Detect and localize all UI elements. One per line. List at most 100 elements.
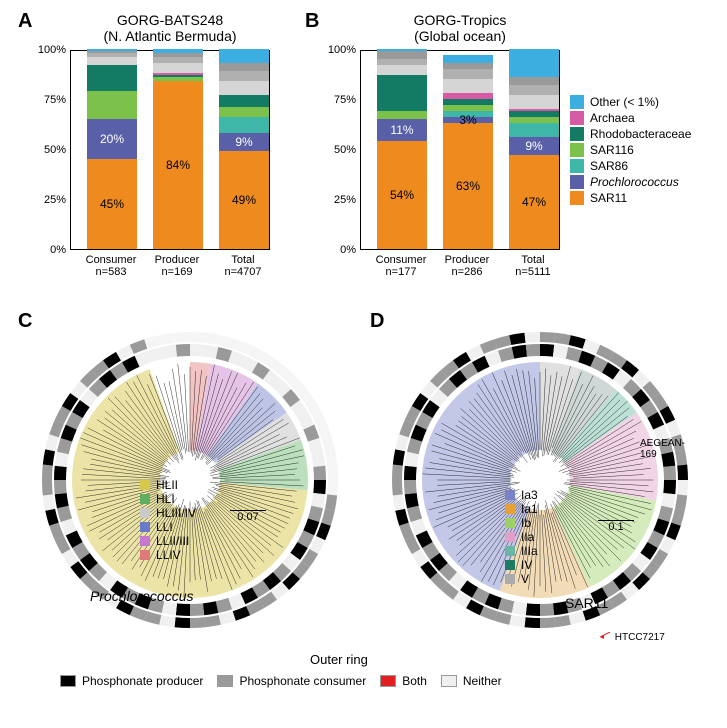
bar-seg bbox=[509, 85, 559, 95]
outer-ring-title: Outer ring bbox=[310, 652, 368, 667]
bar-total: 47% 9% bbox=[509, 49, 559, 249]
bar-seg bbox=[377, 49, 427, 51]
panel-a-label: A bbox=[18, 10, 32, 33]
bar-sar11-pct: 84% bbox=[153, 158, 203, 172]
htcc-label: HTCC7217 bbox=[600, 632, 665, 643]
bar-sar11-pct: 63% bbox=[443, 179, 493, 193]
tree-d: Ia3Ia1IbIIaIIIaIVV 0.1 SAR11 AEGEAN-169 … bbox=[380, 320, 700, 640]
panel-b-title2: (Global ocean) bbox=[355, 28, 565, 44]
bar-seg bbox=[377, 111, 427, 119]
bar-seg bbox=[153, 49, 203, 53]
clade-item: V bbox=[505, 572, 538, 586]
legend-item: Archaea bbox=[570, 111, 691, 125]
outer-legend-item: Neither bbox=[441, 674, 502, 688]
bar-seg bbox=[509, 49, 559, 77]
legend-item: Prochlorococcus bbox=[570, 175, 691, 189]
chart-b: 54% 11% 63% 3% 47% 9% bbox=[360, 50, 560, 250]
figure-root: A GORG-BATS248 (N. Atlantic Bermuda) 45%… bbox=[10, 10, 717, 718]
bar-seg bbox=[443, 69, 493, 79]
bar-seg bbox=[219, 49, 269, 63]
bar-pro-pct: 3% bbox=[443, 113, 493, 127]
htcc-text: HTCC7217 bbox=[615, 632, 665, 643]
bar-seg bbox=[443, 105, 493, 111]
bar-total: 49%9% bbox=[219, 49, 269, 249]
y-tick: 100% bbox=[320, 44, 356, 56]
bar-seg bbox=[153, 57, 203, 63]
bar-seg bbox=[87, 51, 137, 53]
legend-item: Other (< 1%) bbox=[570, 95, 691, 109]
clade-item: LLII/III bbox=[140, 534, 196, 548]
panel-a-title1: GORG-BATS248 bbox=[65, 12, 275, 28]
bar-seg bbox=[153, 53, 203, 57]
bar-seg bbox=[509, 123, 559, 137]
bar-consumer: 54% 11% bbox=[377, 49, 427, 249]
bar-seg bbox=[219, 95, 269, 107]
bar-seg bbox=[377, 75, 427, 111]
y-tick: 50% bbox=[30, 144, 66, 156]
tree-c-legend: HLIIHLIHLIII/IVLLILLII/IIILLIV bbox=[140, 478, 196, 562]
bar-seg bbox=[509, 117, 559, 123]
clade-item: Ia3 bbox=[505, 488, 538, 502]
tree-d-scale-val: 0.1 bbox=[608, 521, 623, 533]
bar-seg bbox=[219, 71, 269, 81]
bar-seg bbox=[509, 111, 559, 117]
bar-seg bbox=[443, 79, 493, 93]
chart-a: 45% 20% 84% 49%9% bbox=[70, 50, 270, 250]
bar-seg bbox=[219, 107, 269, 117]
x-label: Totaln=4707 bbox=[213, 254, 273, 278]
y-tick: 0% bbox=[30, 244, 66, 256]
legend-item: Rhodobacteraceae bbox=[570, 127, 691, 141]
bar-sar11-pct: 45% bbox=[87, 197, 137, 211]
bar-seg bbox=[219, 63, 269, 71]
legend-item: SAR11 bbox=[570, 191, 691, 205]
legend-item: SAR116 bbox=[570, 143, 691, 157]
clade-item: Ib bbox=[505, 516, 538, 530]
y-tick: 50% bbox=[320, 144, 356, 156]
bar-seg bbox=[443, 63, 493, 69]
tree-c-scale-val: 0.07 bbox=[237, 511, 258, 523]
bar-seg bbox=[153, 63, 203, 73]
tree-c: HLIIHLIHLIII/IVLLILLII/IIILLIV 0.07 Proc… bbox=[30, 320, 350, 640]
y-tick: 75% bbox=[30, 94, 66, 106]
clade-item: HLIII/IV bbox=[140, 506, 196, 520]
y-tick: 25% bbox=[30, 194, 66, 206]
bar-sar11-pct: 54% bbox=[377, 188, 427, 202]
panel-b-title1: GORG-Tropics bbox=[355, 12, 565, 28]
x-label: Producern=169 bbox=[147, 254, 207, 278]
clade-item: LLI bbox=[140, 520, 196, 534]
bar-seg bbox=[377, 59, 427, 65]
bar-seg bbox=[443, 99, 493, 105]
bar-seg bbox=[87, 49, 137, 51]
clade-item: LLIV bbox=[140, 548, 196, 562]
bar-pro-pct: 9% bbox=[509, 139, 559, 153]
bar-seg bbox=[153, 77, 203, 81]
bar-seg bbox=[377, 65, 427, 75]
outer-legend-item: Phosphonate consumer bbox=[217, 674, 366, 688]
bar-sar11-pct: 49% bbox=[219, 193, 269, 207]
panel-b-label: B bbox=[305, 10, 319, 33]
x-label: Consumern=583 bbox=[81, 254, 141, 278]
bar-seg bbox=[377, 51, 427, 59]
clade-item: IIIa bbox=[505, 544, 538, 558]
bar-seg bbox=[153, 75, 203, 77]
clade-item: HLII bbox=[140, 478, 196, 492]
bar-sar11-pct: 47% bbox=[509, 195, 559, 209]
y-tick: 100% bbox=[30, 44, 66, 56]
taxa-legend: Other (< 1%) Archaea Rhodobacteraceae SAR11… bbox=[570, 95, 691, 207]
x-label: Totaln=5111 bbox=[503, 254, 563, 278]
clade-item: IV bbox=[505, 558, 538, 572]
bar-seg bbox=[87, 65, 137, 91]
bar-seg bbox=[153, 73, 203, 75]
bar-pro-pct: 20% bbox=[87, 132, 137, 146]
tree-c-name: Prochlorococcus bbox=[90, 588, 194, 604]
bar-consumer: 45% 20% bbox=[87, 49, 137, 249]
bar-pro-pct: 11% bbox=[377, 123, 427, 137]
aegean-label: AEGEAN-169 bbox=[640, 438, 700, 460]
tree-d-svg bbox=[380, 320, 700, 640]
legend-item: SAR86 bbox=[570, 159, 691, 173]
tree-d-legend: Ia3Ia1IbIIaIIIaIVV bbox=[505, 488, 538, 586]
bar-seg bbox=[443, 93, 493, 99]
outer-ring-legend: Phosphonate producerPhosphonate consumer… bbox=[60, 674, 700, 690]
y-tick: 25% bbox=[320, 194, 356, 206]
bar-seg bbox=[219, 117, 269, 133]
